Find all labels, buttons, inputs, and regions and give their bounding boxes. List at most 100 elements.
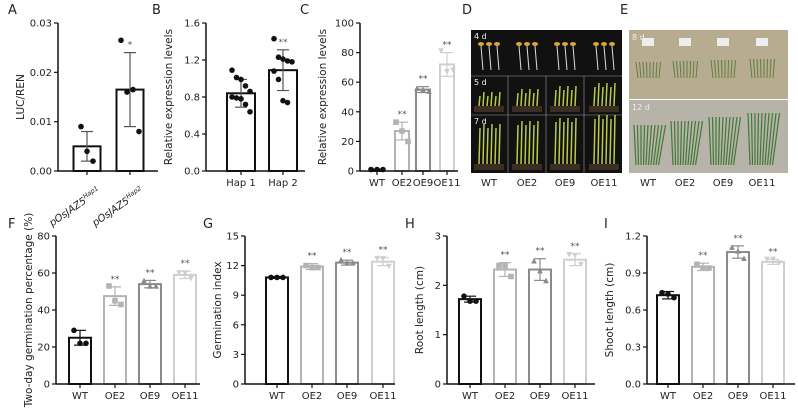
shoot-stroke [679,120,683,166]
data-point [130,86,136,93]
shoot-stroke [494,127,497,165]
field-seedlings-illustration [633,38,781,166]
data-point [268,274,274,281]
shoot-stroke [635,61,639,79]
photo-background [471,30,622,173]
data-point [380,255,386,262]
y-tick-label: 3 [233,350,239,361]
shoot-stroke [646,61,648,79]
significance-label: ** [146,268,156,278]
shoot-stroke [566,117,569,165]
shoot-stroke [605,82,608,107]
shoot-stroke [554,121,557,165]
data-point [344,259,350,266]
shoot-stroke [597,82,600,107]
bar [300,265,324,385]
shoot-stroke [566,85,569,107]
data-point [280,56,286,62]
y-axis-label: Shoot length (cm) [604,263,616,358]
shoot-stroke [558,117,561,165]
significance-label: ** [279,38,289,48]
photo-category-label: OE2 [517,178,538,189]
shoot-stroke [536,120,539,165]
pot-shape [550,164,580,170]
y-tick-label: 0.8 [184,93,200,104]
shoot-stroke [655,61,658,79]
chart-panel-i: WT ** OE2 ** OE9 ** OE11 0.0 0.3 0.6 0.9 1.2 Shoot l… [604,232,795,402]
y-tick-label: 15 [226,232,239,243]
shoot-stroke [609,86,612,107]
y-tick-label: 0 [435,380,441,391]
y-tick-label: 1 [435,330,441,341]
significance-label: ** [769,247,779,257]
data-point [242,101,249,108]
data-point [315,264,321,271]
significance-label: ** [571,242,581,252]
shoot-stroke [532,124,535,165]
seed-shape [554,42,560,46]
shoot-stroke [524,92,527,107]
shoot-stroke [642,61,645,79]
shoot-stroke [761,112,767,166]
shoot-stroke [670,120,674,166]
data-point [284,58,291,64]
x-tick-label-sup: Hap2 [124,184,143,200]
root-stroke [480,45,484,71]
y-tick-label: 0 [233,380,239,391]
data-point [764,256,770,263]
data-point [280,274,286,281]
y-tick-label: 80 [37,232,50,243]
shoot-stroke [756,112,760,166]
shoot-stroke [524,124,527,165]
chart-panel-b: Hap 1 ** Hap 2 0.0 0.4 0.8 1.2 1.6 Relative expr… [163,19,305,189]
shoot-stroke [725,116,731,166]
data-point [338,256,344,263]
data-point [118,301,124,308]
shoot-stroke [769,112,777,166]
data-point [271,35,277,42]
y-tick-label: 1.2 [625,232,641,243]
y-tick-label: 0.0 [625,380,641,391]
shoot-stroke [601,118,604,165]
shoot-stroke [711,116,715,166]
data-point [106,283,112,289]
shoot-stroke [613,82,616,107]
x-tick-label: WT [462,391,479,402]
data-point [84,148,90,155]
shoot-stroke [658,61,661,79]
data-point [233,74,240,81]
x-tick-label: OE2 [392,178,413,189]
data-point [274,274,280,281]
data-point [531,257,537,264]
x-tick-label: OE11 [172,391,199,402]
root-stroke [556,45,560,71]
seed-shape [524,42,530,46]
photo-category-label: OE2 [675,178,696,189]
shoot-stroke [727,116,735,166]
y-axis-label: Relative expression levels [317,29,329,165]
seed-shape [562,42,568,46]
data-point [112,297,118,304]
data-point [393,119,399,125]
y-tick-label: 0 [348,167,354,178]
label-tag [717,38,729,46]
bar [458,298,482,385]
data-point [247,88,253,95]
data-point [229,67,235,73]
shoot-stroke [478,95,481,107]
x-tick-label: Hap 2 [268,178,298,189]
y-tick-label: 1.6 [184,19,200,30]
photo-panel-e: 8 d 12 d WT OE2 OE9 OE11 [629,30,788,189]
y-axis-label: Germination index [212,261,224,358]
photo-panel-d: 4 d 5 d 7 d WT OE2 OE9 OE11 [471,30,622,189]
x-tick-label-sup: Hap1 [81,184,100,200]
shoot-stroke [692,60,695,79]
shoot-stroke [749,58,753,79]
x-tick-label: OE2 [302,391,323,402]
data-point [473,298,479,304]
x-tick-label: WT [660,391,677,402]
shoot-stroke [574,85,577,107]
data-point [414,85,420,91]
data-point [247,109,253,115]
